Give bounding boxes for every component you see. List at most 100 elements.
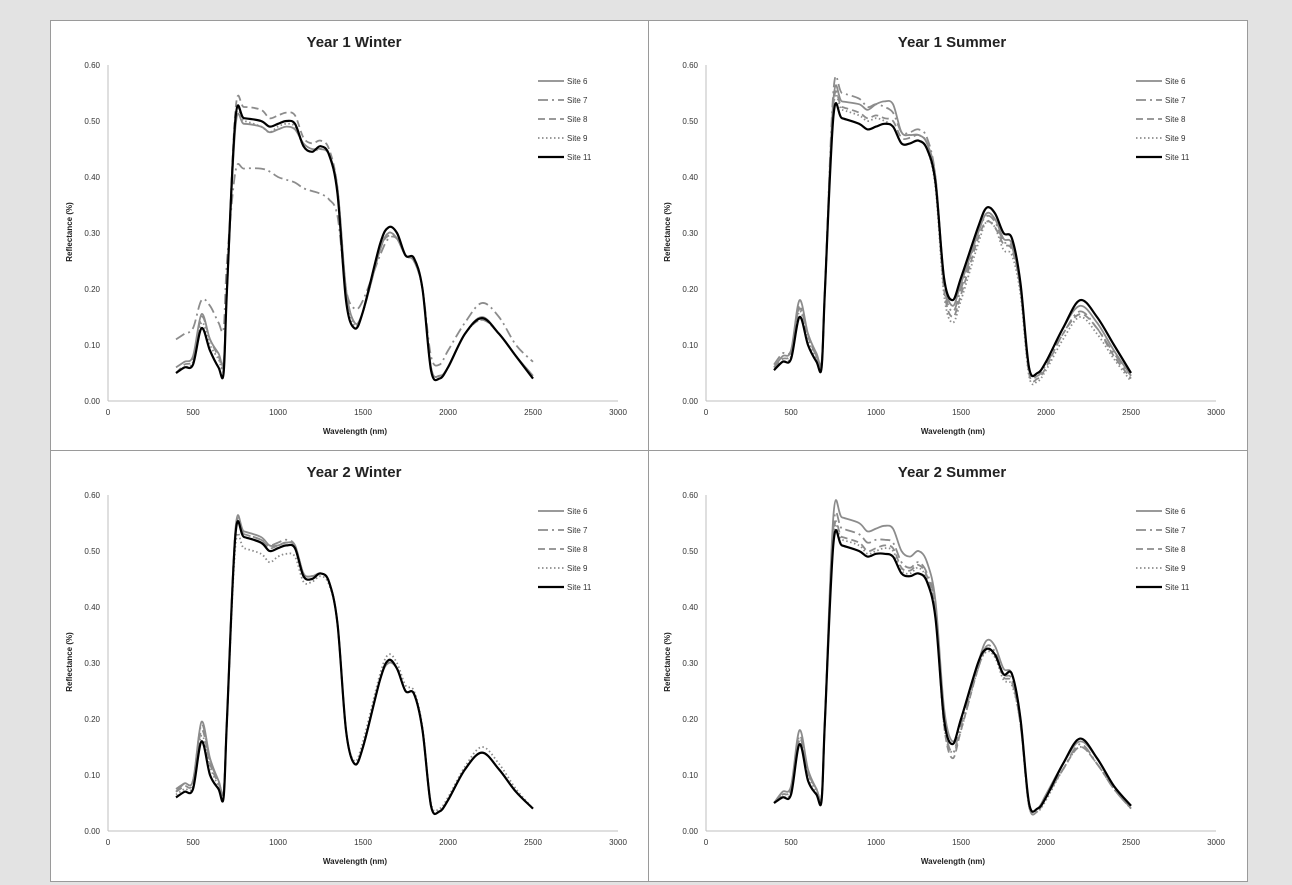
x-tick-label: 500	[186, 408, 200, 417]
y-tick-label: 0.40	[84, 603, 100, 612]
chart-panel-year1-winter: Year 1 Winter 0.00 0.10 0.20 0.30 0.40 0.50 0.…	[51, 21, 649, 451]
series-line-site-7	[773, 511, 1132, 816]
y-tick-label: 0.30	[682, 659, 698, 668]
x-tick-label: 2500	[524, 838, 542, 847]
chart-title: Year 1 Summer	[898, 34, 1007, 51]
legend: Site 6 Site 7 Site 8 Site 9 Site 11	[1136, 507, 1190, 592]
y-tick-label: 0.50	[84, 117, 100, 126]
legend-label: Site 8	[567, 545, 588, 554]
x-tick-label: 500	[784, 838, 798, 847]
legend-label: Site 7	[567, 526, 588, 535]
x-tick-label: 2000	[439, 408, 457, 417]
axis-ticks: 0.00 0.10 0.20 0.30 0.40 0.50 0.60 0 500 1000 1500…	[682, 61, 1225, 417]
x-tick-label: 1000	[867, 408, 885, 417]
legend-label: Site 9	[1165, 134, 1186, 143]
legend-label: Site 8	[567, 115, 588, 124]
y-tick-label: 0.30	[84, 229, 100, 238]
chart-title: Year 2 Summer	[898, 464, 1007, 481]
chart-panel-year2-summer: Year 2 Summer 0.00 0.10 0.20 0.30 0.40 0.50 0.…	[649, 451, 1247, 881]
y-axis-label: Reflectance (%)	[663, 632, 672, 692]
series-line-site-11	[175, 520, 534, 816]
y-tick-label: 0.20	[682, 285, 698, 294]
x-tick-label: 2000	[1037, 408, 1055, 417]
series-line-site-11	[773, 102, 1132, 378]
axis-ticks: 0.00 0.10 0.20 0.30 0.40 0.50 0.60 0 500 1000 1500…	[682, 491, 1225, 847]
y-tick-label: 0.10	[682, 341, 698, 350]
y-tick-label: 0.40	[682, 173, 698, 182]
legend: Site 6 Site 7 Site 8 Site 9 Site 11	[538, 77, 592, 162]
x-axis-label: Wavelength (nm)	[323, 427, 387, 436]
axis-ticks: 0.00 0.10 0.20 0.30 0.40 0.50 0.60 0 500 1000 1500…	[84, 61, 627, 417]
y-tick-label: 0.00	[682, 397, 698, 406]
legend: Site 6 Site 7 Site 8 Site 9 Site 11	[1136, 77, 1190, 162]
series-lines	[773, 75, 1132, 386]
legend: Site 6 Site 7 Site 8 Site 9 Site 11	[538, 507, 592, 592]
x-tick-label: 1500	[952, 408, 970, 417]
x-tick-label: 1500	[354, 838, 372, 847]
chart-svg: Year 2 Summer 0.000.100.200.300.400.500.…	[663, 464, 1225, 866]
x-tick-label: 3000	[1207, 838, 1225, 847]
legend-label: Site 9	[567, 134, 588, 143]
legend-label: Site 9	[567, 564, 588, 573]
x-tick-label: 1000	[269, 838, 287, 847]
legend-label: Site 7	[1165, 526, 1186, 535]
y-tick-label: 0.10	[84, 341, 100, 350]
x-tick-label: 500	[784, 408, 798, 417]
y-tick-label: 0.00	[84, 827, 100, 836]
legend-label: Site 11	[567, 153, 592, 162]
x-axis-label: Wavelength (nm)	[921, 857, 985, 866]
y-tick-label: 0.20	[682, 715, 698, 724]
series-line-site-8	[773, 90, 1132, 383]
chart-sheet: Year 1 Winter 0.00 0.10 0.20 0.30 0.40 0.50 0.…	[50, 20, 1248, 882]
x-tick-label: 2500	[1122, 838, 1140, 847]
x-tick-label: 500	[186, 838, 200, 847]
legend-label: Site 7	[1165, 96, 1186, 105]
chart-svg: Year 1 Winter 0.000.100.200.300.400.500.…	[65, 34, 627, 436]
legend-label: Site 6	[1165, 77, 1186, 86]
x-tick-label: 1500	[354, 408, 372, 417]
legend-label: Site 6	[1165, 507, 1186, 516]
x-tick-label: 1000	[269, 408, 287, 417]
x-axis-label: Wavelength (nm)	[921, 427, 985, 436]
y-tick-label: 0.60	[682, 491, 698, 500]
y-tick-label: 0.30	[84, 659, 100, 668]
y-tick-label: 0.40	[84, 173, 100, 182]
x-tick-label: 0	[106, 838, 111, 847]
chart-title: Year 2 Winter	[307, 464, 402, 481]
x-tick-label: 3000	[609, 408, 627, 417]
y-tick-label: 0.50	[682, 117, 698, 126]
series-line-site-11	[175, 104, 534, 382]
x-tick-label: 2000	[1037, 838, 1055, 847]
x-tick-label: 0	[704, 838, 709, 847]
y-tick-label: 0.10	[682, 771, 698, 780]
legend-label: Site 8	[1165, 115, 1186, 124]
y-tick-label: 0.30	[682, 229, 698, 238]
chart-svg: Year 2 Winter 0.000.100.200.300.400.500.…	[65, 464, 627, 866]
x-tick-label: 1000	[867, 838, 885, 847]
chart-panel-year1-summer: Year 1 Summer 0.00 0.10 0.20 0.30 0.40 0.50 0.…	[649, 21, 1247, 451]
y-tick-label: 0.20	[84, 285, 100, 294]
x-tick-label: 0	[106, 408, 111, 417]
y-tick-label: 0.00	[84, 397, 100, 406]
x-tick-label: 0	[704, 408, 709, 417]
series-line-site-8	[175, 94, 534, 378]
y-tick-label: 0.20	[84, 715, 100, 724]
legend-label: Site 6	[567, 77, 588, 86]
legend-label: Site 7	[567, 96, 588, 105]
axis-ticks: 0.00 0.10 0.20 0.30 0.40 0.50 0.60 0 500 1000 1500…	[84, 491, 627, 847]
x-tick-label: 2000	[439, 838, 457, 847]
series-lines	[175, 94, 534, 382]
series-line-site-8	[773, 520, 1132, 816]
y-axis-label: Reflectance (%)	[65, 632, 74, 692]
legend-label: Site 11	[1165, 153, 1190, 162]
x-axis-label: Wavelength (nm)	[323, 857, 387, 866]
legend-label: Site 6	[567, 507, 588, 516]
series-line-site-7	[175, 162, 534, 367]
y-tick-label: 0.60	[682, 61, 698, 70]
legend-label: Site 11	[1165, 583, 1190, 592]
chart-svg: Year 1 Summer 0.000.100.200.300.400.500.…	[663, 34, 1225, 436]
series-line-site-11	[773, 529, 1132, 813]
y-tick-label: 0.50	[84, 547, 100, 556]
x-tick-label: 3000	[609, 838, 627, 847]
y-tick-label: 0.50	[682, 547, 698, 556]
